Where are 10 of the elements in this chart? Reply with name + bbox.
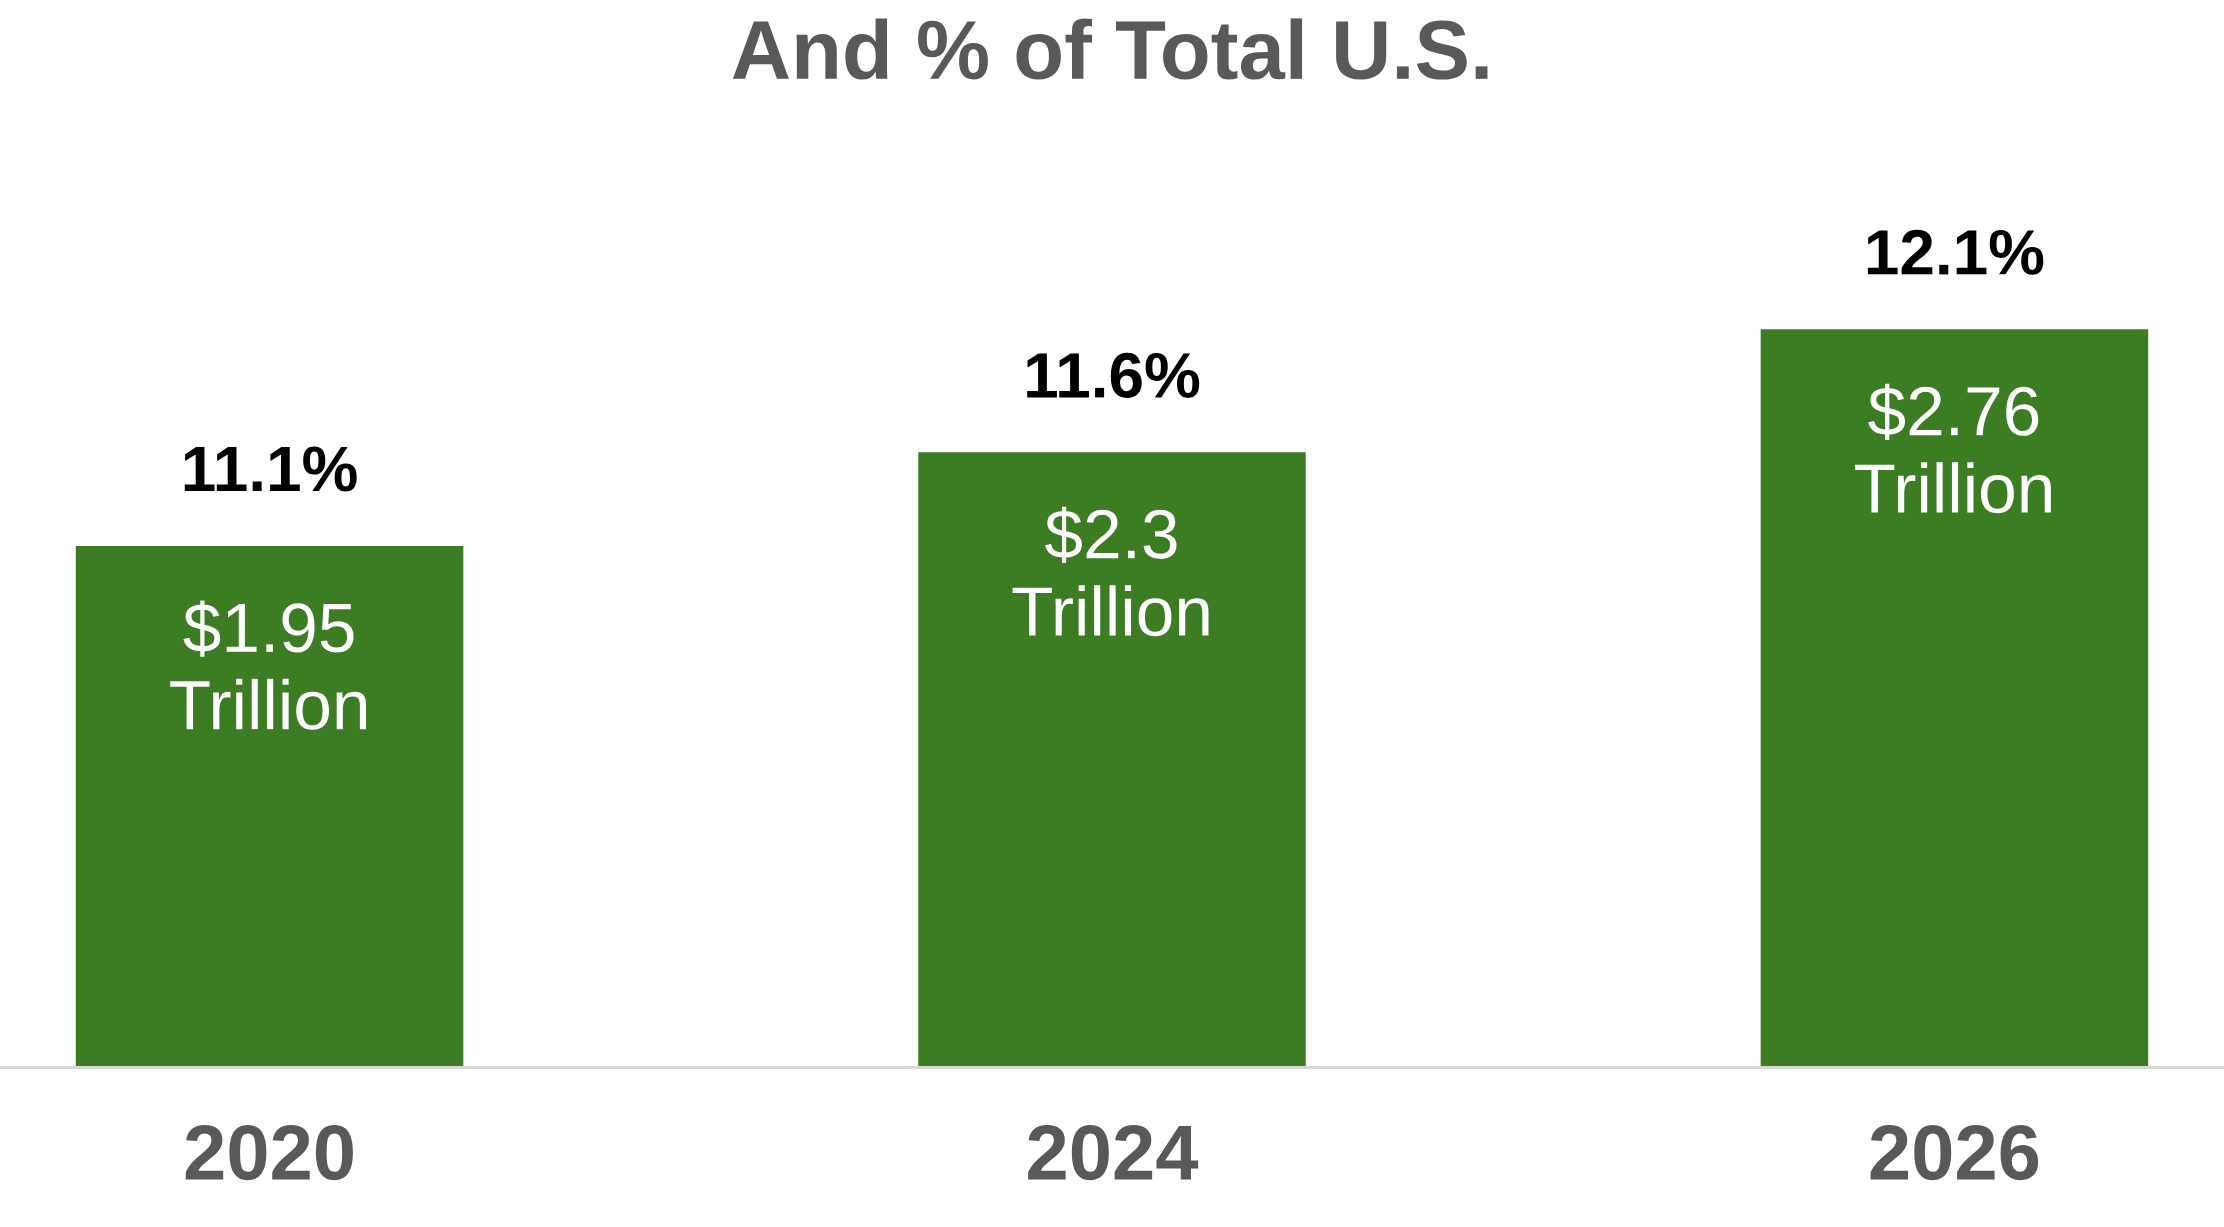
annotation: 11.6% [1027,352,1200,399]
x-tick-label: 2020 [185,1125,353,1181]
data-label: $1.95 Trillion [170,600,367,730]
annotation: 11.1% [184,446,357,492]
x-tick-label: 2026 [1870,1125,2039,1181]
chart-title: And % of Total U.S. [732,18,1488,80]
x-tick-label: 2024 [1028,1125,1199,1181]
data-label: $2.3 Trillion [1012,506,1209,637]
annotation: 12.1% [1867,229,2044,275]
data-label: $2.76 Trillion [1855,383,2051,514]
